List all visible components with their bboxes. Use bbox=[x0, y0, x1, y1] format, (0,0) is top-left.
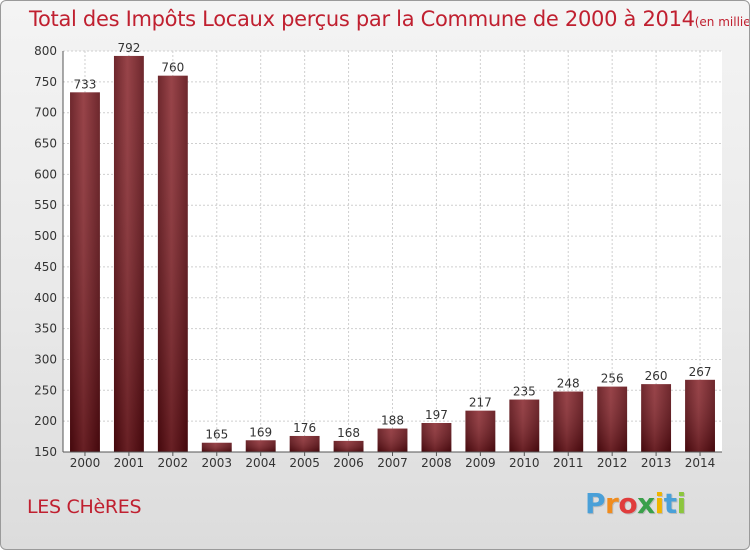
x-tick-label: 2012 bbox=[597, 456, 628, 470]
y-tick-label: 400 bbox=[34, 291, 57, 305]
bar-value-label: 188 bbox=[381, 414, 404, 428]
bar-shade bbox=[553, 391, 584, 452]
bar-layer bbox=[70, 55, 715, 452]
x-tick-label: 2000 bbox=[70, 456, 101, 470]
x-tick-label: 2010 bbox=[509, 456, 540, 470]
bar-shade bbox=[289, 435, 320, 452]
bar-shade bbox=[113, 55, 144, 452]
y-tick-label: 500 bbox=[34, 229, 57, 243]
x-tick-label: 2001 bbox=[114, 456, 145, 470]
y-tick-label: 750 bbox=[34, 75, 57, 89]
bar-value-label: 267 bbox=[689, 365, 712, 379]
bar-shade bbox=[465, 410, 496, 452]
bar-shade bbox=[245, 440, 276, 452]
bar-shade bbox=[377, 428, 408, 452]
bar-shade bbox=[70, 92, 100, 452]
bar-value-label: 217 bbox=[469, 396, 492, 410]
logo-letter: i bbox=[676, 487, 687, 520]
logo-letter: P bbox=[585, 487, 606, 520]
bar-value-label: 260 bbox=[645, 369, 668, 383]
x-tick-label: 2005 bbox=[289, 456, 320, 470]
y-tick-label: 450 bbox=[34, 260, 57, 274]
bar-value-label: 235 bbox=[513, 385, 536, 399]
chart-title-main: Total des Impôts Locaux perçus par la Co… bbox=[29, 7, 695, 31]
y-tick-label: 250 bbox=[34, 383, 57, 397]
proxiti-logo: Proxiti bbox=[585, 487, 686, 520]
chart-title-unit: (en milliers d'€) bbox=[694, 15, 750, 29]
logo-letter: t bbox=[663, 487, 677, 520]
bar-shade bbox=[201, 442, 232, 452]
x-tick-label: 2008 bbox=[421, 456, 452, 470]
bar-shade bbox=[157, 75, 188, 452]
y-tick-label: 300 bbox=[34, 352, 57, 366]
axis-layer: 150 200 250 300 350 400 450 500 550 600 650 700 750 8… bbox=[34, 41, 722, 470]
bar-shade bbox=[421, 423, 452, 452]
y-tick-label: 700 bbox=[34, 106, 57, 120]
bar-shade bbox=[597, 386, 628, 452]
y-tick-label: 350 bbox=[34, 322, 57, 336]
x-tick-label: 2013 bbox=[641, 456, 672, 470]
logo-letter: r bbox=[605, 487, 619, 520]
bar-value-label: 168 bbox=[337, 426, 360, 440]
y-tick-label: 150 bbox=[34, 445, 57, 459]
bar-shade bbox=[333, 440, 364, 452]
bar-value-label: 733 bbox=[74, 77, 97, 91]
logo-letter: x bbox=[637, 487, 655, 520]
bar-shade bbox=[509, 399, 540, 452]
y-tick-label: 200 bbox=[34, 414, 57, 428]
x-tick-label: 2007 bbox=[377, 456, 408, 470]
x-tick-label: 2006 bbox=[333, 456, 364, 470]
x-tick-label: 2002 bbox=[158, 456, 189, 470]
logo-letter: i bbox=[654, 487, 665, 520]
y-tick-label: 550 bbox=[34, 198, 57, 212]
bar-value-label: 169 bbox=[249, 425, 272, 439]
logo-letter: o bbox=[618, 487, 638, 520]
x-tick-label: 2003 bbox=[201, 456, 232, 470]
commune-name: LES CHèRES bbox=[27, 496, 142, 518]
x-tick-label: 2004 bbox=[245, 456, 276, 470]
bar-value-label: 256 bbox=[601, 372, 624, 386]
bar-value-label: 760 bbox=[161, 61, 184, 75]
bar-value-label: 176 bbox=[293, 421, 316, 435]
y-tick-label: 650 bbox=[34, 137, 57, 151]
bar-shade bbox=[685, 379, 715, 452]
bar-shade bbox=[641, 384, 672, 452]
chart-title: Total des Impôts Locaux perçus par la Co… bbox=[29, 7, 749, 31]
x-tick-label: 2014 bbox=[685, 456, 716, 470]
bar-value-label: 792 bbox=[117, 41, 140, 55]
bar-value-label: 197 bbox=[425, 408, 448, 422]
bar-value-label: 165 bbox=[205, 428, 228, 442]
y-tick-label: 600 bbox=[34, 167, 57, 181]
bar-value-label: 248 bbox=[557, 377, 580, 391]
x-tick-label: 2009 bbox=[465, 456, 496, 470]
y-tick-label: 800 bbox=[34, 44, 57, 58]
x-tick-label: 2011 bbox=[553, 456, 584, 470]
